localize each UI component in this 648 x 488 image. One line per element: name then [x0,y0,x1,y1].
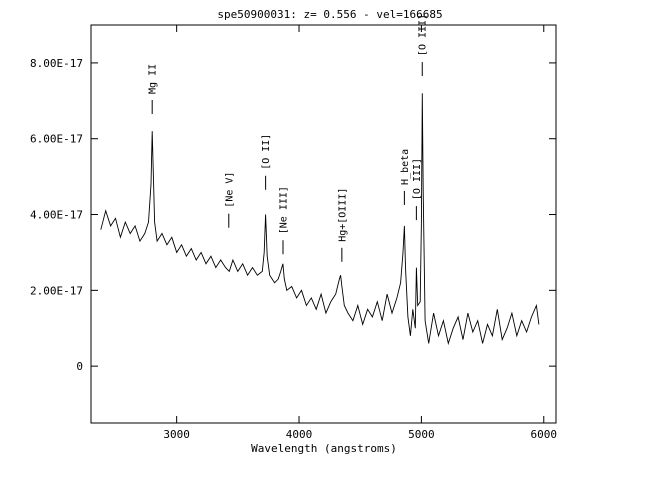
line-marker-label: [O II] [261,134,272,170]
line-marker-label: [O III] [418,14,429,56]
line-marker-label: [Ne III] [278,186,289,234]
line-marker-label: [O III] [412,158,423,200]
chart-title: spe50900031: z= 0.556 - vel=166685 [217,8,442,21]
y-tick-label: 2.00E-17 [30,284,83,297]
x-axis-label: Wavelength (angstroms) [251,442,397,455]
line-marker-label: Hg+[OIII] [337,188,348,242]
x-tick-label: 3000 [163,428,190,441]
line-marker-label: H_beta [400,149,411,185]
y-tick-label: 4.00E-17 [30,209,83,222]
x-tick-label: 5000 [408,428,435,441]
x-tick-label: 6000 [531,428,558,441]
y-tick-label: 6.00E-17 [30,133,83,146]
y-axis: 0 2.00E-17 4.00E-17 6.00E-17 8.00E-17 [30,57,556,373]
line-marker-label: Mg II [148,64,159,94]
y-tick-label: 0 [76,360,83,373]
x-axis: 3000 4000 5000 6000 [163,25,557,441]
emission-line-markers: Mg II [Ne V] [O II] [Ne III] Hg+[OIII] H_beta… [148,14,429,262]
spectrum-series-line [100,93,540,346]
x-tick-label: 4000 [286,428,313,441]
plot-frame [90,24,557,424]
line-marker-label: [Ne V] [224,172,235,208]
y-tick-label: 8.00E-17 [30,57,83,70]
